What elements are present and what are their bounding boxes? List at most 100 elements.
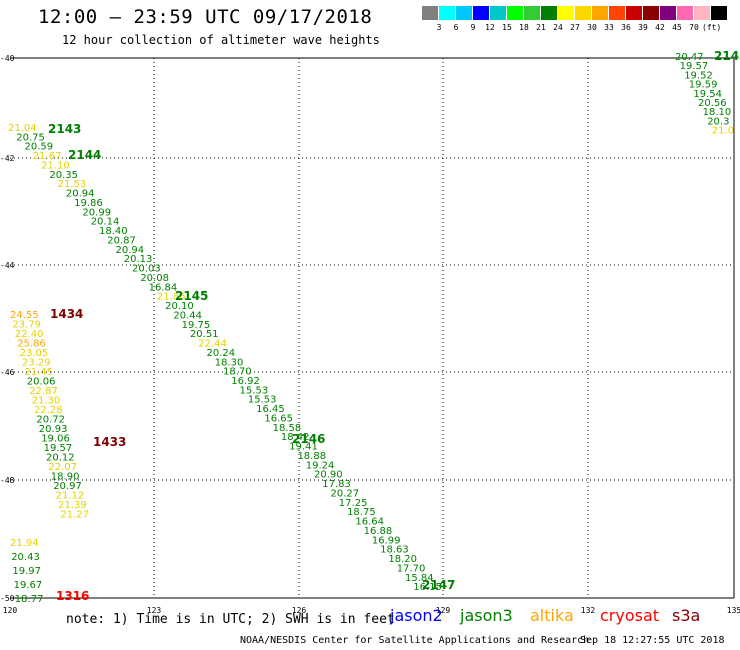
swh-value-left-track: 23.79 xyxy=(12,320,41,331)
pass-number-label: 2145 xyxy=(175,289,208,303)
swh-value-upper-right: 21.0 xyxy=(712,126,734,137)
swh-value-left-track: 19.57 xyxy=(44,443,73,454)
swh-value-main-track: 20.94 xyxy=(66,189,95,200)
swh-value-main-track: 20.35 xyxy=(49,170,78,181)
swh-value-main-track: 20.14 xyxy=(91,217,120,228)
satellite-jason3: jason3 xyxy=(460,606,513,625)
swh-value-left-track: 20.06 xyxy=(27,377,56,388)
legend-swatch xyxy=(507,6,523,20)
longitude-label: 135 xyxy=(727,606,740,615)
swh-value-main-track: 20.44 xyxy=(173,310,202,321)
swh-value-main-track: 18.88 xyxy=(297,451,326,462)
legend-tick-label: 9 xyxy=(470,23,476,32)
swh-value-main-track: 21.86 xyxy=(157,292,186,303)
swh-value-left-track: 22.40 xyxy=(15,329,44,340)
swh-value-lower-left: 19.67 xyxy=(14,580,43,591)
generation-timestamp: Sep 18 12:27:55 UTC 2018 xyxy=(580,635,725,646)
swh-value-main-track: 20.03 xyxy=(132,264,161,275)
swh-value-left-track: 21.45 xyxy=(24,367,53,378)
swh-value-left-track: 21.27 xyxy=(60,510,89,521)
swh-value-lower-left: 18.77 xyxy=(15,594,44,605)
legend-swatch xyxy=(473,6,489,20)
pass-number-label: 1434 xyxy=(50,307,83,321)
pass-number-label: 1316 xyxy=(56,589,89,603)
swh-value-main-track: 17.25 xyxy=(339,498,368,509)
longitude-label: 132 xyxy=(581,606,596,615)
swh-value-main-track: 20.10 xyxy=(165,301,194,312)
swh-value-main-track: 15.53 xyxy=(248,395,277,406)
legend-swatch xyxy=(592,6,608,20)
swh-value-main-track: 16.65 xyxy=(264,413,293,424)
swh-value-main-track: 22.44 xyxy=(198,339,227,350)
legend-tick-label: 6 xyxy=(453,23,459,32)
page-subtitle: 12 hour collection of altimeter wave hei… xyxy=(62,33,380,47)
swh-value-main-track: 18.40 xyxy=(99,226,128,237)
legend-swatch xyxy=(490,6,506,20)
latitude-label: -40 xyxy=(0,54,15,63)
legend-swatch xyxy=(694,6,710,20)
swh-value-main-track: 20.51 xyxy=(190,329,219,340)
swh-value-main-track: 18.30 xyxy=(215,357,244,368)
swh-value-main-track: 21.10 xyxy=(41,160,70,171)
pass-number-label: 2144 xyxy=(68,148,101,162)
swh-value-left-track: 22.87 xyxy=(29,386,58,397)
swh-value-main-track: 17.70 xyxy=(397,563,426,574)
swh-value-left-track: 23.05 xyxy=(20,348,49,359)
swh-value-upper-right: 20.47 xyxy=(675,52,704,63)
pass-number-label: 1433 xyxy=(93,435,126,449)
legend-swatch xyxy=(677,6,693,20)
swh-value-main-track: 20.90 xyxy=(314,470,343,481)
swh-value-main-track: 16.84 xyxy=(149,282,178,293)
legend-tick-label: 24 xyxy=(553,23,563,32)
swh-value-upper-right: 19.57 xyxy=(680,61,709,72)
pass-number-label: 2143 xyxy=(714,49,740,63)
swh-value-left-track: 20.12 xyxy=(46,453,75,464)
legend-tick-label: 12 xyxy=(485,23,495,32)
legend-swatch xyxy=(660,6,676,20)
swh-value-main-track: 20.75 xyxy=(16,132,45,143)
swh-value-left-track: 20.72 xyxy=(36,415,65,426)
swh-value-left-track: 20.97 xyxy=(53,481,82,492)
swh-value-upper-right: 18.10 xyxy=(703,107,732,118)
swh-value-lower-left: 19.97 xyxy=(12,566,41,577)
swh-value-main-track: 16.45 xyxy=(256,404,285,415)
swh-value-upper-right: 19.52 xyxy=(684,70,713,81)
legend-tick-label: 42 xyxy=(655,23,665,32)
swh-value-main-track: 15.84 xyxy=(405,573,434,584)
swh-value-upper-right: 19.59 xyxy=(689,80,718,91)
swh-value-left-track: 22.07 xyxy=(48,462,77,473)
swh-value-upper-right: 20.3 xyxy=(707,116,729,127)
swh-value-main-track: 18.70 xyxy=(223,367,252,378)
swh-value-left-track: 25.86 xyxy=(17,339,46,350)
swh-value-main-track: 19.24 xyxy=(306,460,335,471)
legend-swatch xyxy=(524,6,540,20)
legend-tick-label: 18 xyxy=(519,23,529,32)
swh-value-main-track: 16.99 xyxy=(372,535,401,546)
swh-value-main-track: 18.75 xyxy=(347,507,376,518)
swh-value-upper-right: 19.54 xyxy=(693,89,722,100)
swh-value-lower-left: 20.43 xyxy=(11,552,40,563)
legend-swatch xyxy=(422,6,438,20)
swh-value-left-track: 21.39 xyxy=(58,500,87,511)
swh-value-left-track: 21.12 xyxy=(56,491,85,502)
legend-tick-label: 15 xyxy=(502,23,512,32)
satellite-cryosat: cryosat xyxy=(600,606,660,625)
swh-value-left-track: 24.55 xyxy=(10,310,39,321)
swh-value-left-track: 21.30 xyxy=(32,396,61,407)
legend-tick-label: 21 xyxy=(536,23,546,32)
swh-value-main-track: 18.42 xyxy=(281,432,310,443)
swh-value-main-track: 20.13 xyxy=(124,254,153,265)
swh-value-main-track: 18.20 xyxy=(388,554,417,565)
page-title: 12:00 — 23:59 UTC 09/17/2018 xyxy=(38,6,373,28)
latitude-label: -50 xyxy=(0,594,15,603)
swh-value-main-track: 19.75 xyxy=(182,320,211,331)
swh-value-main-track: 20.94 xyxy=(116,245,145,256)
legend-swatch xyxy=(558,6,574,20)
swh-value-left-track: 19.06 xyxy=(41,434,70,445)
legend-swatch xyxy=(541,6,557,20)
legend-swatch xyxy=(575,6,591,20)
longitude-label: 120 xyxy=(3,606,18,615)
longitude-label: 129 xyxy=(436,606,451,615)
swh-value-main-track: 20.27 xyxy=(331,488,360,499)
